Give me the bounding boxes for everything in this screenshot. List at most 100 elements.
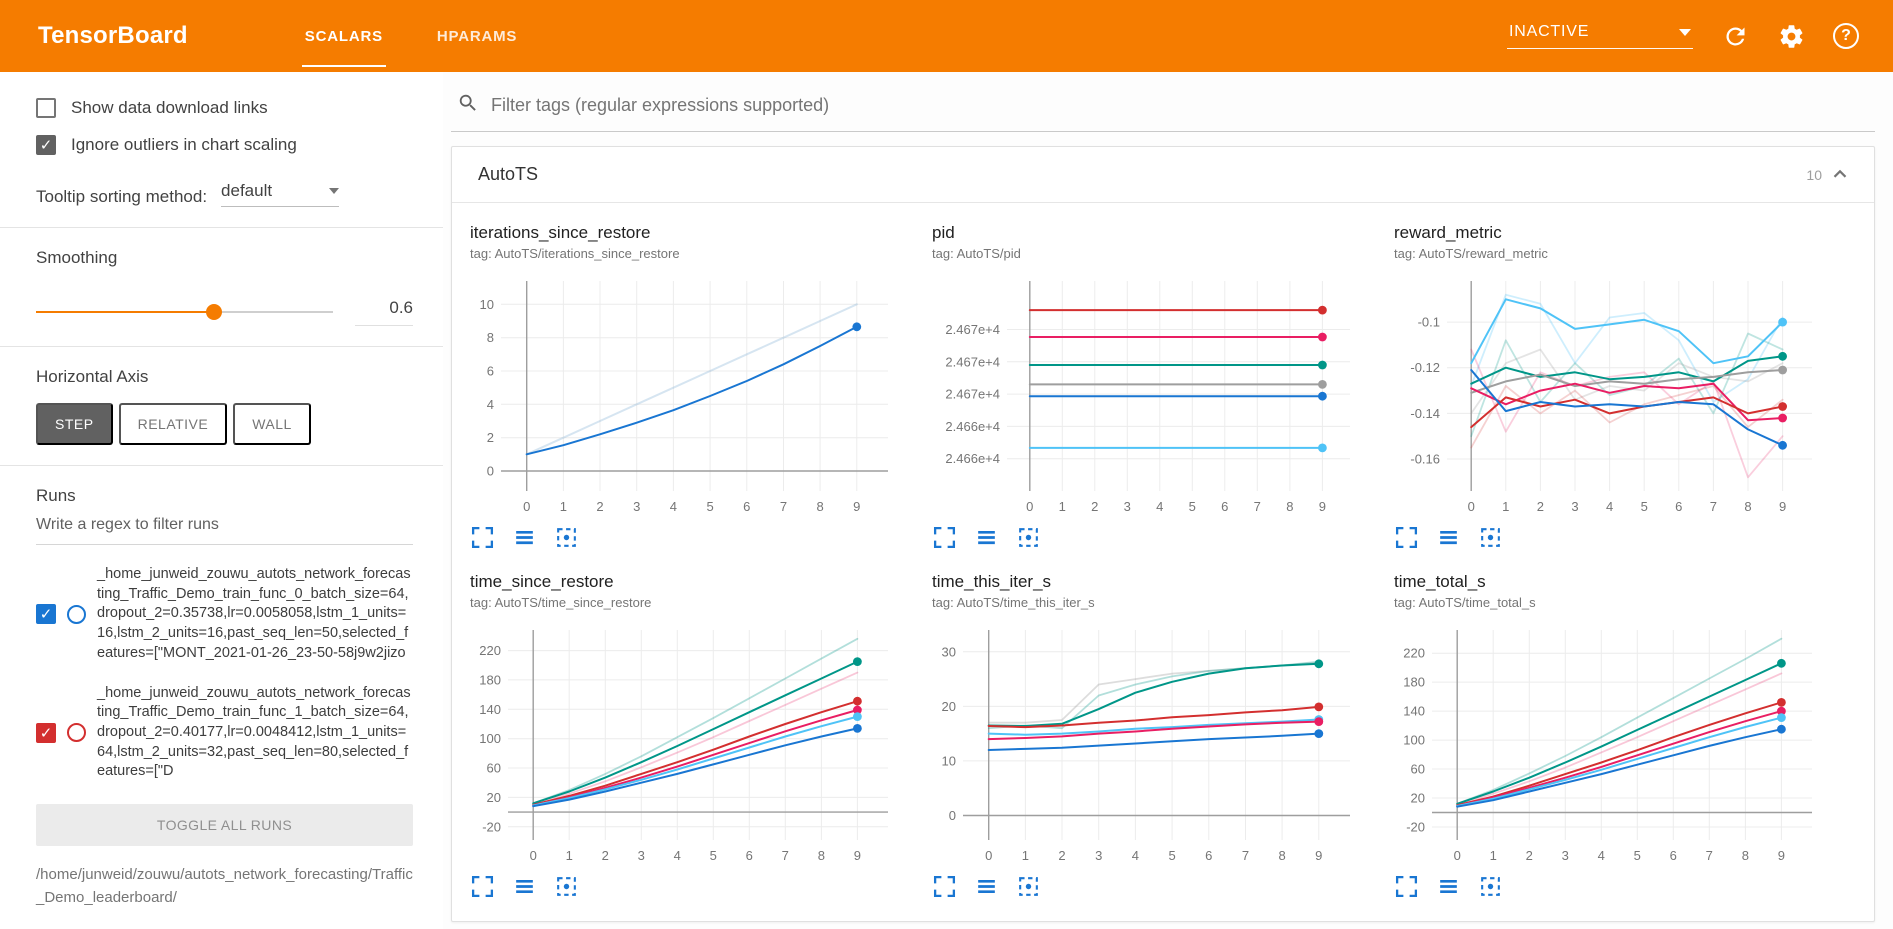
refresh-icon[interactable] bbox=[1721, 22, 1749, 50]
fit-domain-icon[interactable] bbox=[1016, 525, 1041, 550]
checkbox-unchecked-icon[interactable] bbox=[36, 98, 56, 118]
show-download-links-option[interactable]: Show data download links bbox=[36, 98, 413, 118]
svg-text:4: 4 bbox=[1156, 499, 1163, 514]
expand-chart-icon[interactable] bbox=[1394, 874, 1419, 899]
svg-text:2.467e+4: 2.467e+4 bbox=[945, 322, 1000, 337]
chevron-up-icon[interactable] bbox=[1832, 166, 1848, 184]
checkbox-checked-icon[interactable] bbox=[36, 135, 56, 155]
fit-domain-icon[interactable] bbox=[1478, 874, 1503, 899]
toggle-runs-icon[interactable] bbox=[512, 525, 537, 550]
header-controls: INACTIVE bbox=[1507, 0, 1859, 72]
fit-domain-icon[interactable] bbox=[1016, 874, 1041, 899]
chart-plot[interactable]: 0 1 2 3 4 5 6 7 8 9 -0.1 -0.12 -0.14 -0.16 bbox=[1394, 269, 1832, 521]
dashboard-status-value: INACTIVE bbox=[1509, 23, 1590, 40]
show-download-links-label: Show data download links bbox=[71, 98, 268, 117]
axis-relative-button[interactable]: RELATIVE bbox=[118, 403, 228, 445]
run-checkbox-icon[interactable] bbox=[36, 722, 56, 743]
settings-gear-icon[interactable] bbox=[1777, 22, 1805, 50]
svg-text:7: 7 bbox=[1254, 499, 1261, 514]
expand-chart-icon[interactable] bbox=[470, 874, 495, 899]
dashboard-status-dropdown[interactable]: INACTIVE bbox=[1507, 23, 1693, 49]
toggle-runs-icon[interactable] bbox=[974, 525, 999, 550]
svg-text:8: 8 bbox=[1744, 499, 1751, 514]
chart-plot[interactable]: 0 1 2 3 4 5 6 7 8 9 0 10 20 30 bbox=[932, 618, 1370, 870]
expand-chart-icon[interactable] bbox=[470, 525, 495, 550]
expand-chart-icon[interactable] bbox=[932, 874, 957, 899]
svg-text:0: 0 bbox=[1026, 499, 1033, 514]
chart-plot[interactable]: 0 1 2 3 4 5 6 7 8 9 -20 20 60 100 140 180 220 bbox=[470, 618, 908, 870]
chart-toolbar bbox=[1394, 525, 1832, 550]
smoothing-slider[interactable] bbox=[36, 304, 333, 320]
ignore-outliers-option[interactable]: Ignore outliers in chart scaling bbox=[36, 135, 413, 155]
tag-group-header[interactable]: AutoTS 10 bbox=[452, 147, 1874, 203]
smoothing-value[interactable]: 0.6 bbox=[355, 298, 413, 326]
expand-chart-icon[interactable] bbox=[932, 525, 957, 550]
svg-text:0: 0 bbox=[1454, 848, 1461, 863]
chart-toolbar bbox=[1394, 874, 1832, 899]
svg-text:1: 1 bbox=[560, 499, 567, 514]
tooltip-sorting-dropdown[interactable]: default bbox=[221, 181, 340, 207]
svg-text:100: 100 bbox=[1403, 733, 1425, 748]
run-radio-icon[interactable] bbox=[67, 723, 86, 743]
svg-text:10: 10 bbox=[942, 753, 956, 768]
chart-plot[interactable]: 0 1 2 3 4 5 6 7 8 9 2.467e+4 2.467e+4 2.467e+4 2.466e… bbox=[932, 269, 1370, 521]
tooltip-sorting-value: default bbox=[221, 181, 273, 200]
chart-plot[interactable]: 0 1 2 3 4 5 6 7 8 9 -20 20 60 100 140 180 220 bbox=[1394, 618, 1832, 870]
run-item[interactable]: _home_junweid_zouwu_autots_network_forec… bbox=[36, 684, 413, 783]
scalar-chart-card: iterations_since_restore tag: AutoTS/iter… bbox=[470, 223, 908, 550]
run-radio-icon[interactable] bbox=[67, 604, 86, 624]
svg-text:6: 6 bbox=[1221, 499, 1228, 514]
svg-text:9: 9 bbox=[853, 499, 860, 514]
fit-domain-icon[interactable] bbox=[1478, 525, 1503, 550]
axis-step-button[interactable]: STEP bbox=[36, 403, 113, 445]
expand-chart-icon[interactable] bbox=[1394, 525, 1419, 550]
svg-text:3: 3 bbox=[638, 848, 645, 863]
fit-domain-icon[interactable] bbox=[554, 874, 579, 899]
chart-tag: tag: AutoTS/iterations_since_restore bbox=[470, 246, 680, 261]
smoothing-slider-thumb[interactable] bbox=[206, 304, 223, 320]
chart-title: time_total_s bbox=[1394, 572, 1486, 591]
svg-text:-0.1: -0.1 bbox=[1418, 315, 1440, 330]
svg-text:220: 220 bbox=[1403, 646, 1425, 661]
chart-title: reward_metric bbox=[1394, 223, 1502, 242]
toggle-runs-icon[interactable] bbox=[974, 874, 999, 899]
scalar-chart-card: time_since_restore tag: AutoTS/time_since… bbox=[470, 572, 908, 899]
svg-text:4: 4 bbox=[670, 499, 677, 514]
runs-filter-input[interactable] bbox=[36, 506, 413, 545]
toggle-runs-icon[interactable] bbox=[512, 874, 537, 899]
run-checkbox-icon[interactable] bbox=[36, 604, 56, 625]
run-name: _home_junweid_zouwu_autots_network_forec… bbox=[97, 566, 411, 661]
svg-text:10: 10 bbox=[480, 297, 494, 312]
svg-text:-0.12: -0.12 bbox=[1410, 360, 1440, 375]
svg-text:220: 220 bbox=[479, 643, 501, 658]
svg-text:1: 1 bbox=[1022, 848, 1029, 863]
svg-text:5: 5 bbox=[1634, 848, 1641, 863]
svg-text:8: 8 bbox=[1742, 848, 1749, 863]
run-item[interactable]: _home_junweid_zouwu_autots_network_forec… bbox=[36, 565, 413, 664]
svg-text:2: 2 bbox=[1058, 848, 1065, 863]
help-icon[interactable] bbox=[1833, 23, 1859, 49]
filter-tags-input[interactable] bbox=[491, 95, 1869, 116]
svg-text:0: 0 bbox=[985, 848, 992, 863]
chart-tag: tag: AutoTS/time_this_iter_s bbox=[932, 595, 1095, 610]
svg-text:6: 6 bbox=[1675, 499, 1682, 514]
horizontal-axis-label: Horizontal Axis bbox=[36, 367, 149, 386]
runs-label: Runs bbox=[36, 486, 76, 505]
chart-toolbar bbox=[932, 874, 1370, 899]
toggle-all-runs-button[interactable]: TOGGLE ALL RUNS bbox=[36, 804, 413, 847]
fit-domain-icon[interactable] bbox=[554, 525, 579, 550]
svg-text:9: 9 bbox=[1779, 499, 1786, 514]
svg-text:9: 9 bbox=[1778, 848, 1785, 863]
svg-text:7: 7 bbox=[780, 499, 787, 514]
tab-hparams[interactable]: HPARAMS bbox=[436, 27, 518, 45]
chart-plot[interactable]: 0 1 2 3 4 5 6 7 8 9 0 2 4 6 8 10 bbox=[470, 269, 908, 521]
svg-text:4: 4 bbox=[1606, 499, 1613, 514]
svg-text:180: 180 bbox=[1403, 675, 1425, 690]
chart-title: time_this_iter_s bbox=[932, 572, 1052, 591]
search-icon bbox=[457, 92, 479, 119]
toggle-runs-icon[interactable] bbox=[1436, 525, 1461, 550]
toggle-runs-icon[interactable] bbox=[1436, 874, 1461, 899]
tab-scalars[interactable]: SCALARS bbox=[278, 0, 410, 72]
axis-wall-button[interactable]: WALL bbox=[233, 403, 311, 445]
